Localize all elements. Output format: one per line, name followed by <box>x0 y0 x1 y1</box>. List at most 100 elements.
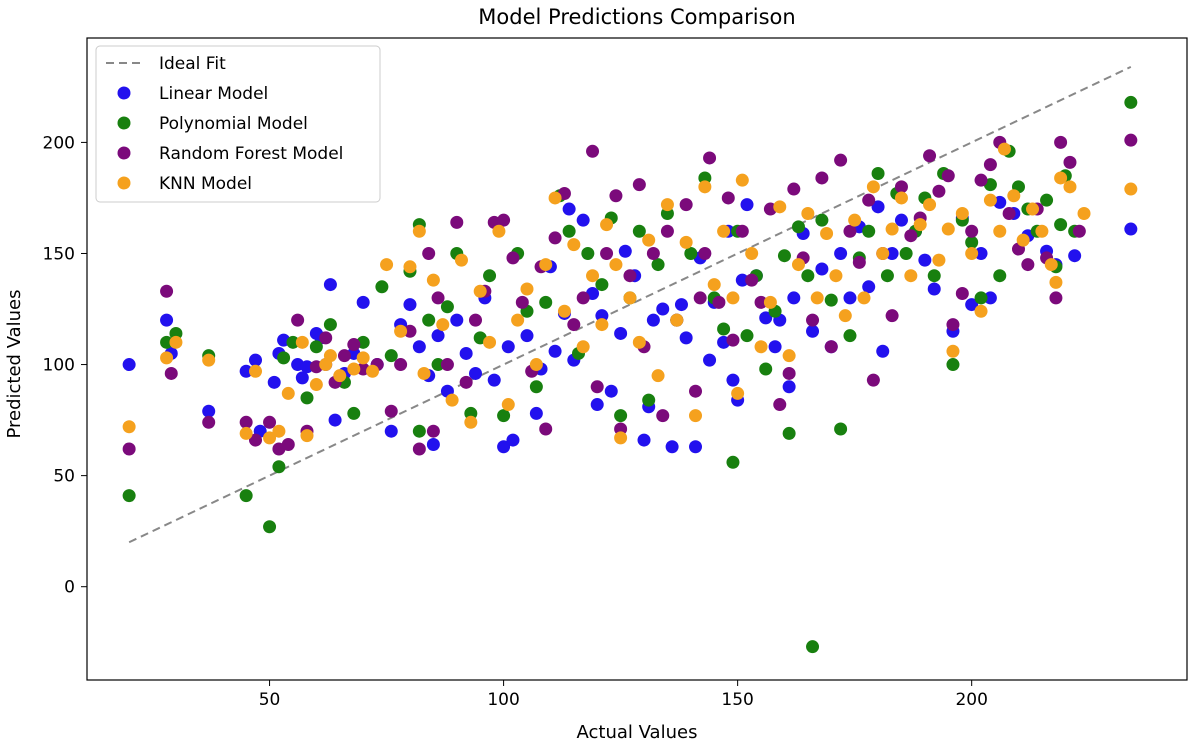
scatter-point <box>1072 224 1086 238</box>
x-axis-ticks: 50 100 150 200 <box>259 680 988 710</box>
scatter-point <box>866 373 880 387</box>
scatter-point <box>735 273 749 287</box>
y-tick-label: 200 <box>43 133 75 153</box>
scatter-point <box>380 258 394 272</box>
x-tick-label: 150 <box>721 690 753 710</box>
scatter-point <box>249 364 263 378</box>
scatter-point <box>1124 133 1138 147</box>
scatter-point <box>1026 202 1040 216</box>
scatter-point <box>726 333 740 347</box>
scatter-point <box>263 431 277 445</box>
scatter-point <box>239 426 253 440</box>
scatter-point <box>955 286 969 300</box>
scatter-point <box>239 364 253 378</box>
scatter-point <box>773 398 787 412</box>
scatter-point <box>932 253 946 267</box>
chart-title: Model Predictions Comparison <box>478 5 795 29</box>
scatter-point <box>834 246 848 260</box>
scatter-point <box>946 358 960 372</box>
scatter-point <box>703 151 717 165</box>
scatter-point <box>1124 95 1138 109</box>
y-axis-ticks: 0 50 100 150 200 <box>43 133 87 598</box>
scatter-point <box>852 255 866 269</box>
scatter-point <box>122 420 136 434</box>
scatter-point <box>1054 171 1068 185</box>
scatter-point <box>880 269 894 283</box>
scatter-point <box>787 182 801 196</box>
scatter-point <box>459 346 473 360</box>
plot-area <box>86 37 1188 681</box>
scatter-point <box>202 415 216 429</box>
scatter-point <box>1054 218 1068 232</box>
scatter-point <box>436 318 450 332</box>
scatter-point <box>726 455 740 469</box>
scatter-point <box>689 409 703 423</box>
scatter-point <box>974 291 988 305</box>
scatter-point <box>590 398 604 412</box>
scatter-point <box>160 284 174 298</box>
scatter-point <box>941 222 955 236</box>
scatter-point <box>848 213 862 227</box>
scatter-point <box>539 422 553 436</box>
scatter-point <box>567 238 581 252</box>
scatter-point <box>787 291 801 305</box>
scatter-point <box>815 213 829 227</box>
scatter-point <box>866 180 880 194</box>
scatter-point <box>703 353 717 367</box>
scatter-point <box>529 358 543 372</box>
scatter-point <box>450 215 464 229</box>
scatter-point <box>431 291 445 305</box>
scatter-point <box>614 409 628 423</box>
scatter-point <box>586 269 600 283</box>
legend: Ideal Fit Linear Model Polynomial Model Ran… <box>95 45 381 203</box>
scatter-point <box>403 260 417 274</box>
scatter-point <box>548 191 562 205</box>
scatter-point <box>323 278 337 292</box>
scatter-point <box>1016 233 1030 247</box>
scatter-point <box>529 406 543 420</box>
scatter-point <box>473 284 487 298</box>
scatter-point <box>333 369 347 383</box>
scatter-point <box>834 153 848 167</box>
scatter-point <box>1044 258 1058 272</box>
scatter-point <box>782 366 796 380</box>
scatter-point <box>511 313 525 327</box>
scatter-point <box>618 244 632 258</box>
scatter-point <box>862 280 876 294</box>
scatter-point <box>754 295 768 309</box>
scatter-point <box>412 424 426 438</box>
scatter-point <box>712 295 726 309</box>
scatter-point <box>885 222 899 236</box>
scatter-point <box>272 460 286 474</box>
scatter-point <box>160 313 174 327</box>
y-tick-label: 0 <box>64 578 75 598</box>
scatter-point <box>777 249 791 263</box>
scatter-point <box>946 318 960 332</box>
scatter-point <box>576 213 590 227</box>
scatter-point <box>983 158 997 172</box>
scatter-point <box>974 246 988 260</box>
plot-marks <box>122 65 1138 654</box>
scatter-point <box>600 246 614 260</box>
scatter-point <box>459 375 473 389</box>
scatter-point <box>899 246 913 260</box>
scatter-point <box>497 213 511 227</box>
scatter-point <box>169 326 183 340</box>
scatter-point <box>122 358 136 372</box>
scatter-point <box>941 169 955 183</box>
scatter-point <box>417 366 431 380</box>
scatter-point <box>548 231 562 245</box>
scatter-point <box>717 224 731 238</box>
scatter-point <box>637 433 651 447</box>
scatter-point <box>745 273 759 287</box>
scatter-point <box>431 358 445 372</box>
scatter-point <box>623 291 637 305</box>
scatter-point <box>623 269 637 283</box>
scatter-point <box>660 198 674 212</box>
scatter-point <box>782 349 796 363</box>
scatter-point <box>927 269 941 283</box>
scatter-point <box>249 353 263 367</box>
scatter-point <box>955 206 969 220</box>
scatter-point <box>440 358 454 372</box>
